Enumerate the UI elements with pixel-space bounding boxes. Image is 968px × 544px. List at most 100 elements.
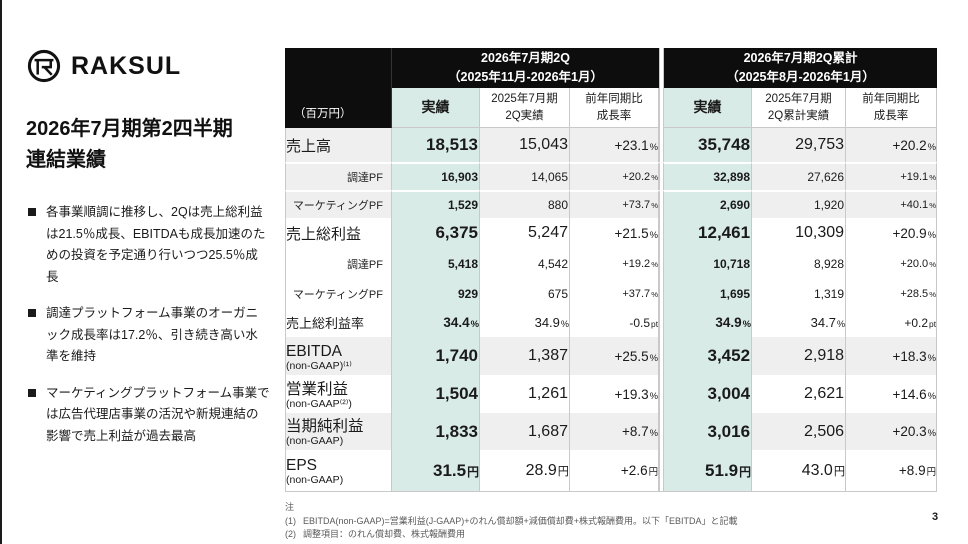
cell: 5,247 [480,218,570,248]
cell: 3,016 [664,413,753,450]
row-label: EPS (non-GAAP) [285,450,392,492]
table-row-gross-profit: 売上総利益 6,375 5,247 +21.5% 12,461 10,309 +… [285,218,938,248]
row-label: 調達PF [285,248,392,280]
cell: 3,004 [664,375,753,413]
bullet-text: 調達プラットフォーム事業のオーガニック成長率は17.2％、引き続き高い水準を維持 [46,306,259,363]
cell: 10,309 [752,218,847,248]
subheader-actual: 実績 [664,88,753,128]
table-row-marketing-pf: マーケティングPF 1,529 880 +73.7% 2,690 1,920 +… [285,190,938,218]
cell: +37.7% [570,280,660,308]
cell: +19.1% [846,162,938,190]
subheader-prev-q2: 2025年7月期 2Q実績 [480,88,570,128]
table-row-marketing-pf-gp: マーケティングPF 929 675 +37.7% 1,695 1,319 +28… [285,280,938,308]
cell: 34.7% [752,308,847,337]
brand-row: RAKSUL [26,48,270,84]
table-row-procurement-pf-gp: 調達PF 5,418 4,542 +19.2% 10,718 8,928 +20… [285,248,938,280]
bullet-item: 調達プラットフォーム事業のオーガニック成長率は17.2％、引き続き高い水準を維持 [26,303,270,368]
page-title-line2: 連結業績 [26,149,106,171]
table-group-header-row: （百万円） 2026年7月期2Q （2025年11月-2026年1月） 2026… [285,48,938,128]
cell: -0.5pt [570,308,660,337]
cell: +20.2% [846,128,938,162]
cell: 14,065 [480,162,570,190]
results-table: （百万円） 2026年7月期2Q （2025年11月-2026年1月） 2026… [285,48,938,492]
cell: 43.0円 [752,450,847,492]
cell: 18,513 [392,128,480,162]
cell: +28.5% [846,280,938,308]
left-panel: RAKSUL 2026年7月期第2四半期 連結業績 各事業順調に推移し、2Qは売… [26,48,270,462]
cell: 1,529 [392,190,480,218]
footnote-title: 注 [285,502,295,512]
row-label: マーケティングPF [285,280,392,308]
cell: 3,452 [664,337,753,375]
cell: +8.7% [570,413,660,450]
row-label: 調達PF [285,162,392,190]
row-label: 営業利益 (non-GAAP⁽²⁾) [285,375,392,413]
bullet-square-icon [28,309,36,317]
raksul-logo-icon [27,49,61,83]
bullet-square-icon [28,388,36,397]
unit-label: （百万円） [294,108,352,120]
row-label: 売上高 [285,128,392,162]
cell: +20.2% [570,162,660,190]
footnotes: 注 (1) EBITDA(non-GAAP)=営業利益(J-GAAP)+のれん償… [285,501,905,542]
table-row-procurement-pf: 調達PF 16,903 14,065 +20.2% 32,898 27,626 … [285,162,938,190]
bullet-item: 各事業順調に推移し、2Qは売上総利益は21.5％成長、EBITDAも成長加速のた… [26,202,270,288]
cell: 1,504 [392,375,480,413]
group-header-q2: 2026年7月期2Q （2025年11月-2026年1月） [392,48,660,88]
cell: 1,687 [480,413,570,450]
table-row-gross-margin: 売上総利益率 34.4% 34.9% -0.5pt 34.9% 34.7% +0… [285,308,938,337]
cell: +14.6% [846,375,938,413]
footnote-item: (1) EBITDA(non-GAAP)=営業利益(J-GAAP)+のれん償却額… [285,515,738,526]
bullet-text: マーケティングプラットフォーム事業では広告代理店事業の活況や新規連結の影響で売上… [46,385,270,443]
cell: +20.3% [846,413,938,450]
table-row-eps: EPS (non-GAAP) 31.5円 28.9円 +2.6円 51.9円 43… [285,450,938,492]
row-label: 売上総利益 [285,218,392,248]
cell: +40.1% [846,190,938,218]
cell: 2,506 [752,413,847,450]
cell: 2,621 [752,375,847,413]
cell: 2,690 [664,190,753,218]
cell: 8,928 [752,248,847,280]
summary-bullets: 各事業順調に推移し、2Qは売上総利益は21.5％成長、EBITDAも成長加速のた… [26,202,270,447]
cell: 2,918 [752,337,847,375]
bullet-square-icon [28,208,36,216]
cell: +23.1% [570,128,660,162]
cell: +8.9円 [846,450,938,492]
slide-left-edge [0,0,2,544]
cell: +25.5% [570,337,660,375]
table-subheader-row: 実績 2025年7月期 2Q実績 前年同期比 成長率 実績 2025年7月期 2Q累計… [285,88,938,128]
subheader-actual: 実績 [392,88,480,128]
cell: 929 [392,280,480,308]
row-label: EBITDA (non-GAAP)⁽¹⁾ [285,337,392,375]
cell: 675 [480,280,570,308]
cell: 12,461 [664,218,753,248]
cell: +20.0% [846,248,938,280]
table-row-revenue: 売上高 18,513 15,043 +23.1% 35,748 29,753 +… [285,128,938,162]
page-title-line1: 2026年7月期第2四半期 [26,118,233,140]
group-divider [659,48,665,128]
cell: +21.5% [570,218,660,248]
cell: 31.5円 [392,450,480,492]
subheader-yoy-growth: 前年同期比 成長率 [570,88,660,128]
group-header-q2-cumulative: 2026年7月期2Q累計 （2025年8月-2026年1月） [664,48,938,88]
cell: 6,375 [392,218,480,248]
unit-label-cell: （百万円） [285,48,392,128]
cell: 15,043 [480,128,570,162]
cell: 1,833 [392,413,480,450]
cell: 1,695 [664,280,753,308]
table-row-ebitda: EBITDA (non-GAAP)⁽¹⁾ 1,740 1,387 +25.5% 3… [285,337,938,375]
row-label: 当期純利益 (non-GAAP) [285,413,392,450]
cell: +19.2% [570,248,660,280]
cell: 1,319 [752,280,847,308]
cell: 5,418 [392,248,480,280]
cell: 32,898 [664,162,753,190]
brand-wordmark: RAKSUL [71,51,182,80]
cell: 1,920 [752,190,847,218]
cell: 34.9% [664,308,753,337]
cell: 4,542 [480,248,570,280]
cell: +20.9% [846,218,938,248]
cell: 1,740 [392,337,480,375]
cell: 880 [480,190,570,218]
cell: 1,261 [480,375,570,413]
